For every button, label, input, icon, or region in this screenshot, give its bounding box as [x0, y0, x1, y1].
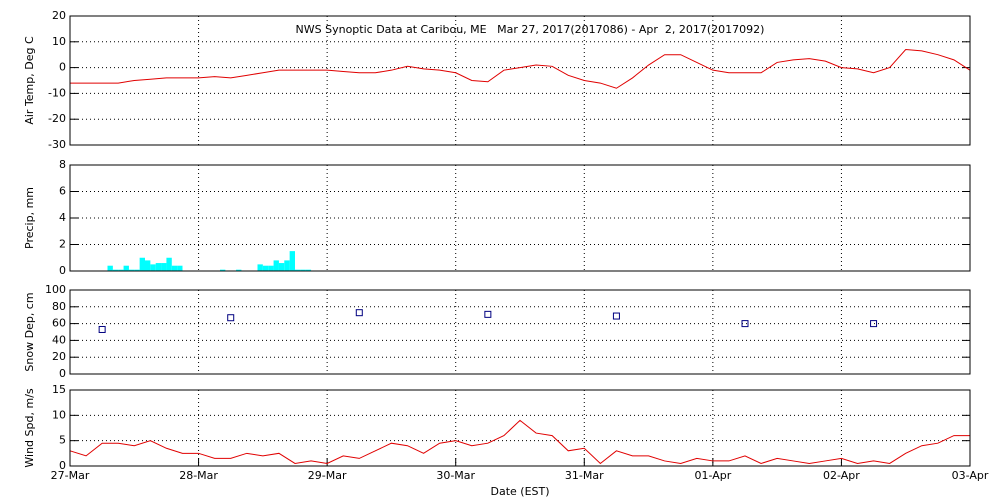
x-tick-label: 30-Mar — [436, 469, 475, 482]
point — [484, 310, 492, 318]
bar — [155, 263, 162, 271]
y-tick-label: 80 — [52, 300, 66, 313]
x-tick-label: 27-Mar — [51, 469, 90, 482]
y-tick-label: 6 — [59, 185, 66, 198]
bar — [118, 269, 124, 271]
y-tick-label: 10 — [52, 408, 66, 421]
bar — [284, 260, 290, 271]
point — [227, 314, 235, 322]
y-tick-label: 0 — [59, 264, 66, 277]
bar — [262, 265, 269, 271]
y-axis-label: Precip, mm — [23, 187, 36, 249]
bar — [107, 265, 113, 271]
bar — [150, 264, 156, 271]
point — [612, 312, 620, 320]
y-axis-label: Air Temp, Deg C — [23, 36, 36, 125]
bar — [166, 257, 172, 271]
bar — [145, 260, 151, 271]
bar — [112, 269, 119, 271]
y-tick-label: 0 — [59, 61, 66, 74]
x-tick-label: 02-Apr — [823, 469, 860, 482]
data-line — [70, 49, 971, 89]
bar — [295, 269, 301, 271]
bar — [278, 263, 285, 271]
point — [98, 325, 106, 333]
y-tick-label: 100 — [45, 283, 66, 296]
plot-frame — [69, 289, 971, 375]
y-tick-label: 10 — [52, 35, 66, 48]
point — [870, 320, 878, 328]
x-axis-label: Date (EST) — [490, 485, 549, 498]
y-tick-label: -30 — [48, 138, 66, 151]
y-axis-label: Wind Spd, m/s — [23, 388, 36, 468]
bar — [268, 265, 274, 271]
y-tick-label: 5 — [59, 434, 66, 447]
y-tick-label: 0 — [59, 459, 66, 472]
y-tick-label: 40 — [52, 333, 66, 346]
y-tick-label: 0 — [59, 367, 66, 380]
point — [741, 320, 749, 328]
x-tick-label: 28-Mar — [179, 469, 218, 482]
bar — [177, 265, 183, 271]
bar — [134, 269, 140, 271]
bar — [171, 265, 178, 271]
y-tick-label: -20 — [48, 112, 66, 125]
bar — [273, 260, 279, 271]
x-tick-label: 03-Apr — [952, 469, 989, 482]
y-tick-label: 8 — [59, 158, 66, 171]
bar — [220, 269, 226, 271]
bar — [139, 257, 145, 271]
plot-frame — [69, 15, 971, 146]
y-axis-label: Snow Dep, cm — [23, 292, 36, 371]
y-tick-label: 60 — [52, 317, 66, 330]
x-tick-label: 31-Mar — [565, 469, 604, 482]
chart-title: NWS Synoptic Data at Caribou, ME Mar 27,… — [296, 23, 765, 36]
bar — [300, 269, 306, 271]
y-tick-label: 15 — [52, 383, 66, 396]
y-tick-label: -10 — [48, 86, 66, 99]
bar — [123, 265, 129, 271]
bar — [305, 269, 312, 271]
plot-frame — [69, 389, 971, 467]
bar — [257, 264, 263, 271]
y-tick-label: 20 — [52, 9, 66, 22]
point — [355, 309, 363, 317]
x-tick-label: 29-Mar — [308, 469, 347, 482]
bar — [236, 269, 242, 271]
y-tick-label: 20 — [52, 350, 66, 363]
bar — [161, 263, 167, 271]
data-line — [69, 419, 970, 465]
x-tick-label: 01-Apr — [694, 469, 731, 482]
y-tick-label: 2 — [59, 238, 66, 251]
plot-frame — [69, 164, 971, 272]
bar — [289, 251, 295, 271]
y-tick-label: 4 — [59, 211, 66, 224]
bar — [128, 269, 135, 271]
